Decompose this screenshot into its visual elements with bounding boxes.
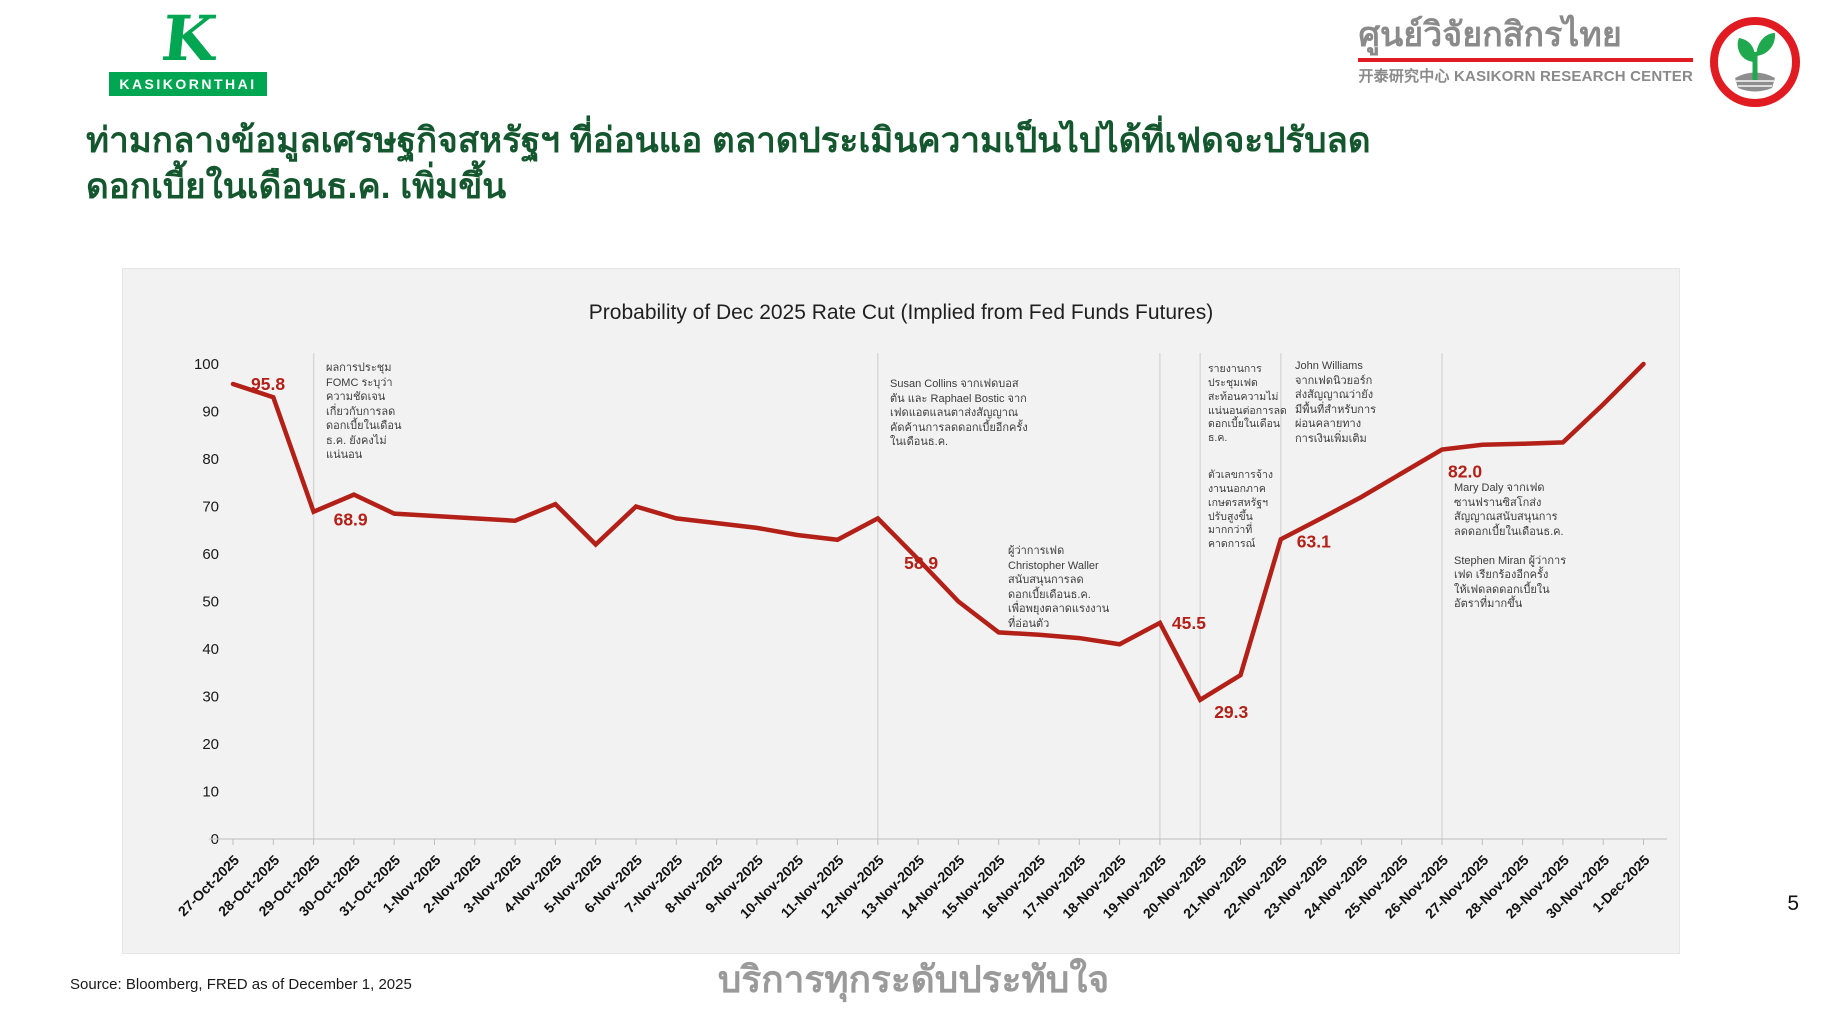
y-axis-tick-label: 40 xyxy=(202,641,219,658)
research-center-subtitle: 开泰研究中心 KASIKORN RESEARCH CENTER xyxy=(1358,68,1693,86)
chart-annotation-fed-minutes: รายงานการ ประชุมเฟด สะท้อนความไม่ แน่นอน… xyxy=(1208,363,1287,445)
source-note: Source: Bloomberg, FRED as of December 1… xyxy=(70,976,412,993)
sprout-emblem-icon xyxy=(1710,17,1800,107)
y-axis-tick-label: 20 xyxy=(202,736,219,753)
y-axis-tick-label: 50 xyxy=(202,594,219,611)
y-axis-tick-label: 80 xyxy=(202,451,219,468)
chart-annotation-collins-bostic: Susan Collins จากเฟดบอส ตัน และ Raphael … xyxy=(890,378,1028,449)
probability-line xyxy=(230,361,1646,704)
data-point-label: 68.9 xyxy=(334,510,368,530)
data-point-label: 58.9 xyxy=(904,553,938,573)
y-axis-tick-label: 10 xyxy=(202,784,219,801)
kasikorn-wordmark: KASIKORNTHAI xyxy=(109,72,267,96)
data-point-label: 82.0 xyxy=(1448,462,1482,482)
brand-red-rule xyxy=(1358,58,1693,63)
page-title-line2: ดอกเบี้ยในเดือนธ.ค. เพิ่มขึ้น xyxy=(86,166,507,206)
data-point-label: 29.3 xyxy=(1214,702,1248,722)
probability-line-chart: 010203040506070809010027-Oct-202528-Oct-… xyxy=(175,353,1667,921)
page-number: 5 xyxy=(1787,892,1799,915)
page-title: ท่ามกลางข้อมูลเศรษฐกิจสหรัฐฯ ที่อ่อนแอ ต… xyxy=(86,118,1746,209)
chart-annotation-waller: ผู้ว่าการเฟด Christopher Waller สนับสนุน… xyxy=(1008,545,1110,630)
kasikorn-k-icon: K xyxy=(158,2,218,75)
page-title-line1: ท่ามกลางข้อมูลเศรษฐกิจสหรัฐฯ ที่อ่อนแอ ต… xyxy=(86,121,1371,160)
chart-annotation-daly-miran: Mary Daly จากเฟด ซานฟรานซิสโกส่ง สัญญาณส… xyxy=(1454,482,1567,611)
footer-slogan: บริการทุกระดับประทับใจ xyxy=(717,959,1110,1000)
chart-annotation-williams: John Williams จากเฟดนิวยอร์ก ส่งสัญญาณว่… xyxy=(1295,360,1377,445)
chart-panel: Probability of Dec 2025 Rate Cut (Implie… xyxy=(122,268,1680,954)
chart-title: Probability of Dec 2025 Rate Cut (Implie… xyxy=(588,301,1214,324)
chart-annotation-payrolls: ตัวเลขการจ้าง งานนอกภาค เกษตรสหรัฐฯ ปรับ… xyxy=(1208,469,1273,551)
y-axis-tick-label: 30 xyxy=(202,689,219,706)
kasikorn-logo: K KASIKORNTHAI xyxy=(88,2,288,96)
y-axis-tick-label: 60 xyxy=(202,546,219,563)
chart-annotation-fomc-note: ผลการประชุม FOMC ระบุว่า ความชัดเจน เกี่… xyxy=(326,362,402,462)
y-axis-tick-label: 90 xyxy=(202,404,219,421)
research-center-brand: ศูนย์วิจัยกสิกรไทย 开泰研究中心 KASIKORN RESEA… xyxy=(1358,16,1801,108)
data-point-label: 95.8 xyxy=(251,374,285,394)
data-point-label: 63.1 xyxy=(1297,531,1331,551)
research-center-thai-name: ศูนย์วิจัยกสิกรไทย xyxy=(1358,16,1622,54)
y-axis-tick-label: 70 xyxy=(202,499,219,516)
y-axis-tick-label: 100 xyxy=(194,356,219,373)
data-point-label: 45.5 xyxy=(1172,613,1206,633)
